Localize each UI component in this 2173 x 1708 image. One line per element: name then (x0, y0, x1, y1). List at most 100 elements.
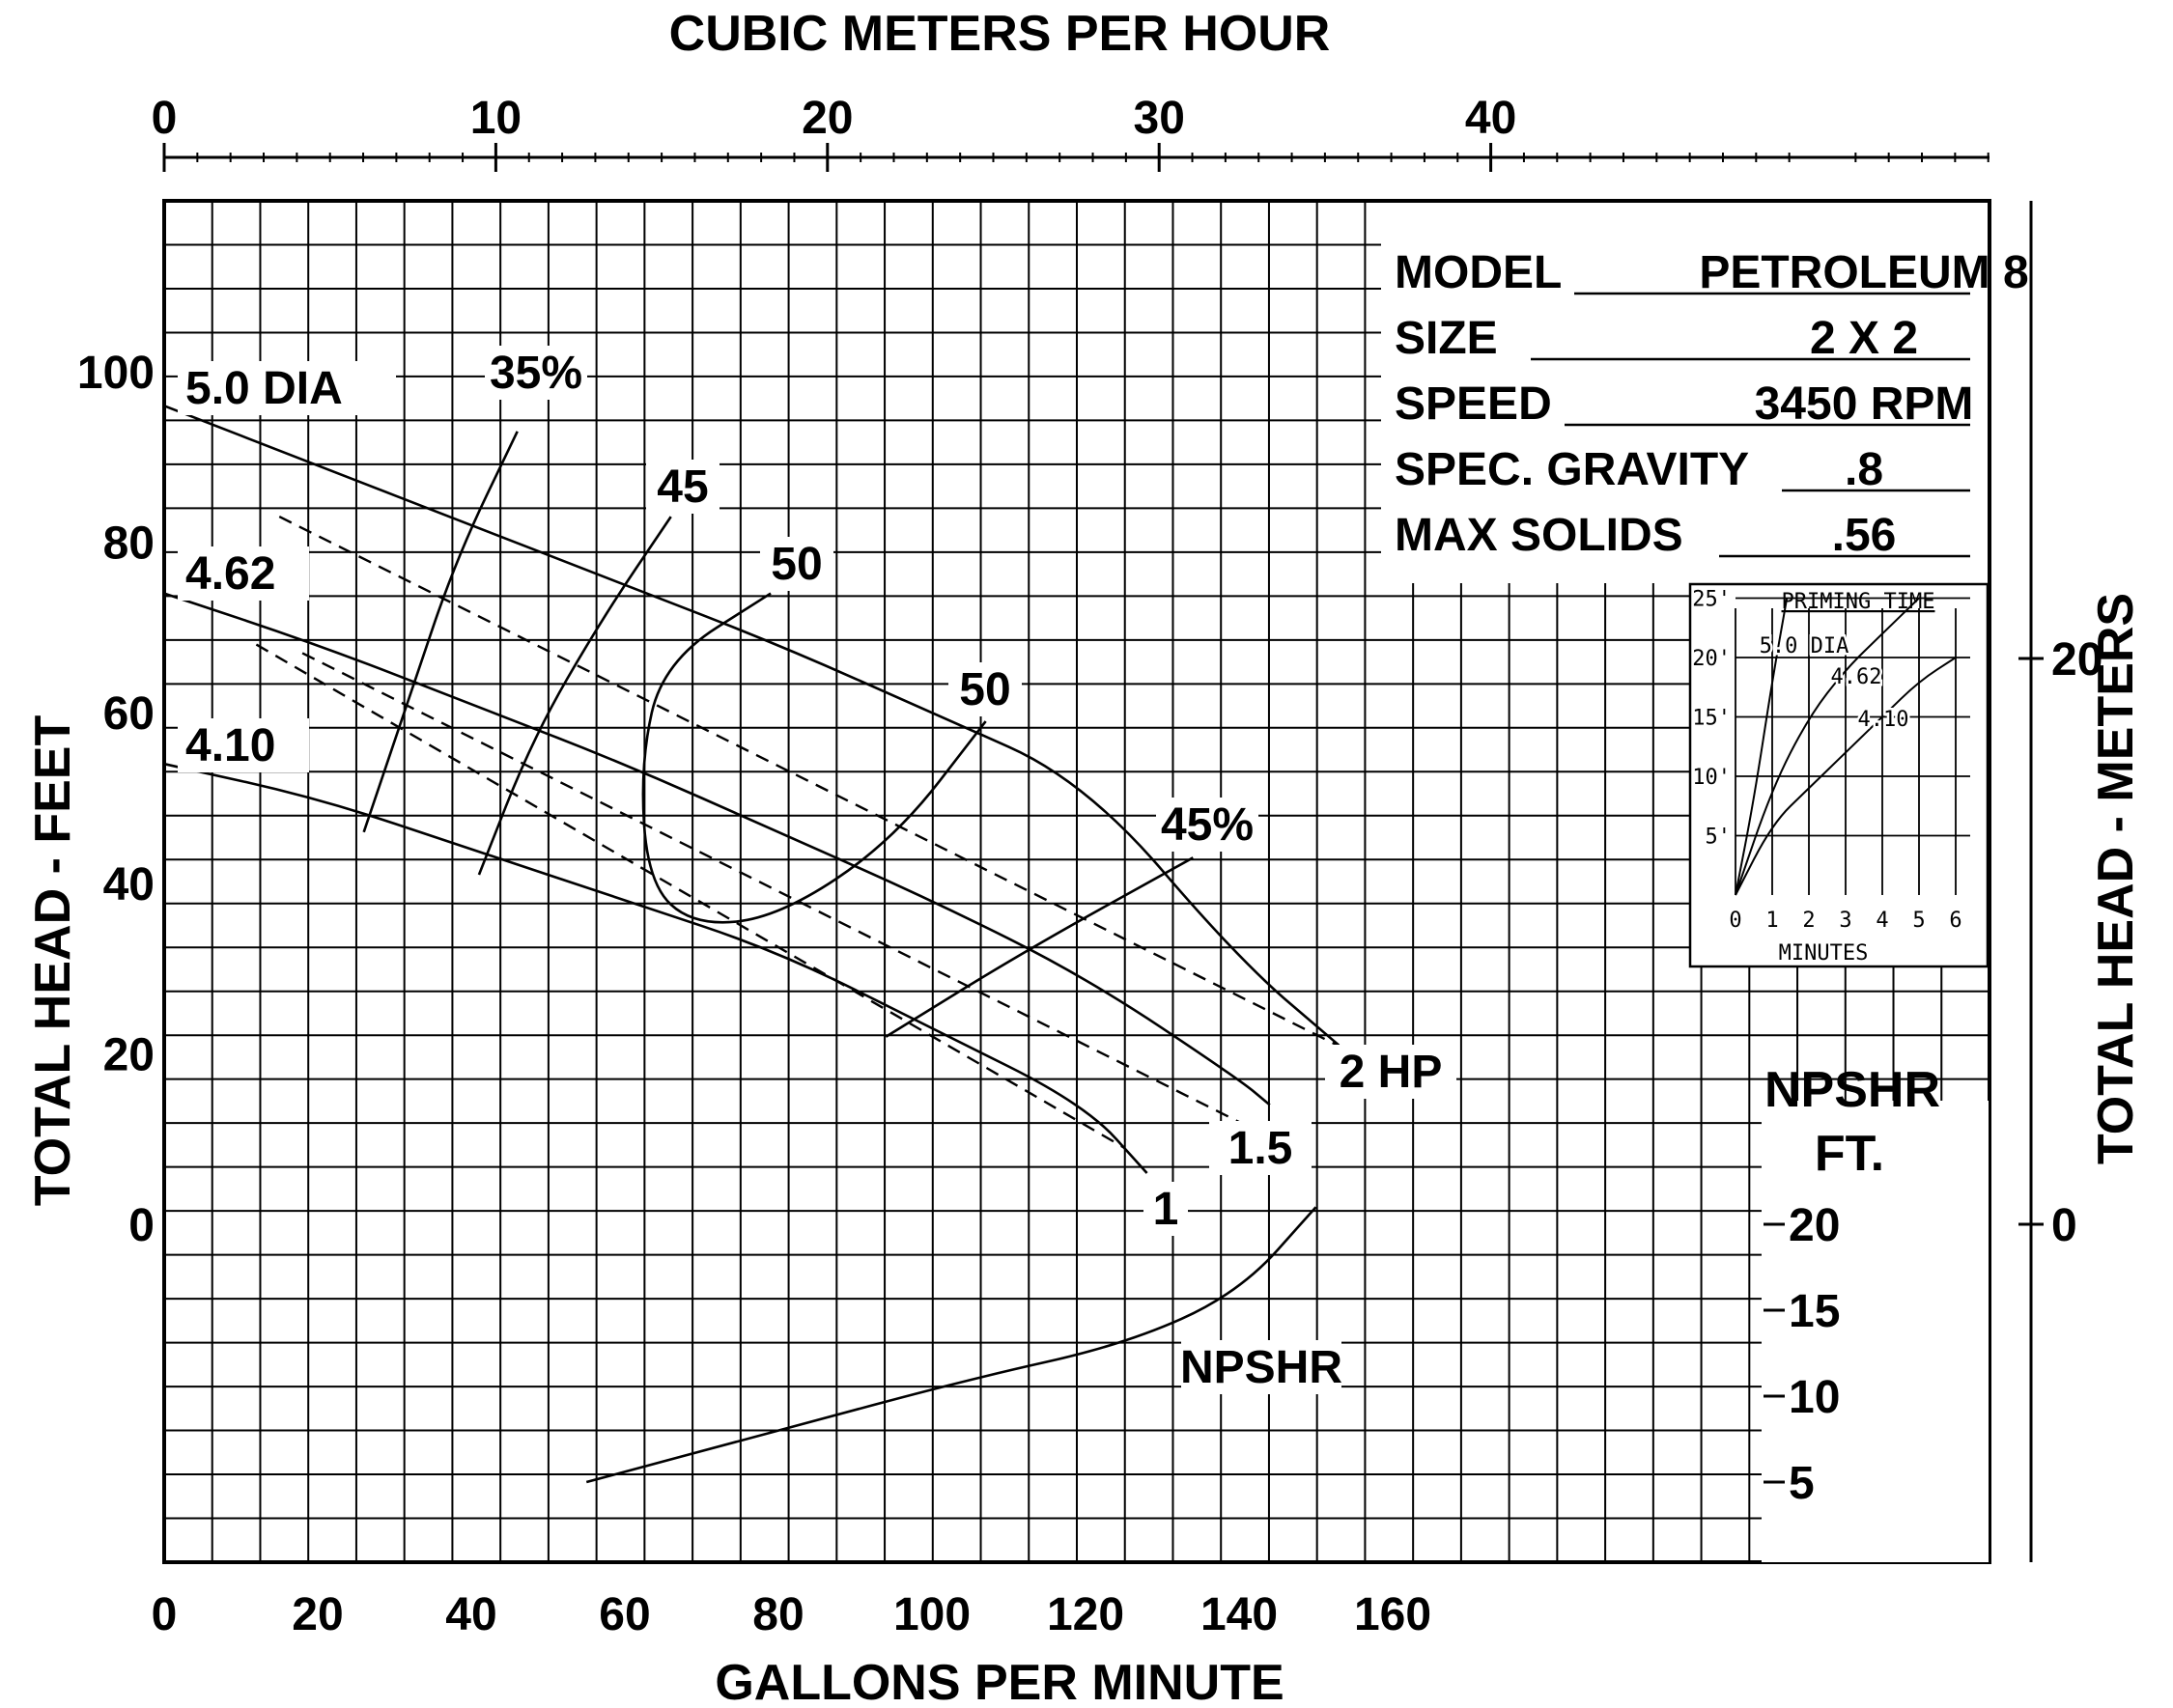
curve-label-4-10: 4.10 (185, 720, 275, 771)
left-tick-label: 60 (103, 688, 155, 740)
spec-max-solids-value: .56 (1832, 510, 1897, 561)
bottom-tick-label: 0 (152, 1589, 178, 1640)
left-tick-label: 0 (128, 1200, 155, 1251)
inset-curve-4-62 (1735, 597, 1920, 896)
right-axis-title: TOTAL HEAD - METERS (2088, 593, 2144, 1164)
bottom-tick-label: 80 (752, 1589, 804, 1640)
efficiency-curve-35 (362, 431, 519, 833)
curve-label-1: 1 (1153, 1184, 1179, 1235)
inset-curve-5-0-dia (1735, 598, 1789, 896)
curve-label-bg (1181, 1340, 1341, 1394)
head-curve-5-0-dia (163, 405, 1340, 1047)
inset-y-tick-label: 20' (1692, 647, 1731, 671)
curve-label-bg (1143, 1182, 1188, 1236)
efficiency-curve-45 (885, 856, 1194, 1038)
inset-x-tick-label: 5 (1912, 909, 1925, 933)
bottom-axis-title: GALLONS PER MINUTE (715, 1655, 1284, 1708)
left-axis-title: TOTAL HEAD - FEET (25, 715, 81, 1207)
priming-time-inset: PRIMING TIME MINUTES 0 1 2 3 4 5 6 25' 20' 15' 10'… (1688, 582, 1990, 968)
curve-label-npshr: NPSHR (1180, 1342, 1342, 1393)
curve-labels: 5.0 DIA 4.62 4.10 35% 45 50 50 45% 2 HP 1.5 1 NPSHR (178, 346, 1456, 1394)
npshr-axis-title-line1: NPSHR (1764, 1062, 1940, 1118)
inset-series-label-4-10: 4.10 (1858, 708, 1909, 732)
spec-size-label: SIZE (1395, 313, 1498, 364)
inset-x-tick-label: 2 (1802, 909, 1815, 933)
right-tick-label: 0 (2051, 1200, 2077, 1251)
bottom-tick-label: 160 (1354, 1589, 1431, 1640)
left-tick-label: 100 (77, 348, 155, 399)
curves (163, 405, 1355, 1484)
top-tick-label: 0 (152, 93, 178, 144)
head-curve-4-10 (163, 762, 1148, 1174)
inset-y-tick-label: 25' (1692, 588, 1731, 612)
spec-table: MODEL PETROLEUM 8 SIZE 2 X 2 SPEED 3450 RPMSP… (1381, 203, 2029, 583)
curve-label-4-62: 4.62 (185, 548, 275, 600)
inset-curve-4-10 (1735, 657, 1957, 896)
power-line-1 (255, 643, 1125, 1149)
top-tick-label: 40 (1465, 93, 1516, 144)
spec-spec-gravity-label: SPEC. GRAVITY (1395, 444, 1749, 495)
npshr-curve (585, 1206, 1317, 1484)
right-axis-ticks: 0 20 (2018, 634, 2102, 1251)
inset-series-label-4-62: 4.62 (1831, 665, 1882, 689)
spec-spec-gravity-value: .8 (1845, 444, 1883, 495)
curve-label-bg (178, 546, 309, 601)
left-axis-ticks: 0 20 40 60 80 100 (77, 348, 155, 1251)
spec-max-solids-label: MAX SOLIDS (1395, 510, 1683, 561)
spec-size-value: 2 X 2 (1810, 313, 1918, 364)
curve-label-bg (485, 346, 587, 400)
curve-label-bg (178, 718, 309, 772)
npshr-tick-label: 20 (1789, 1200, 1840, 1251)
spec-speed-value: 3450 RPM (1755, 378, 1974, 430)
power-line-2-hp (278, 516, 1355, 1055)
left-tick-label: 20 (103, 1029, 155, 1080)
head-curve-4-62 (163, 592, 1271, 1106)
right-tick-label: 20 (2051, 634, 2102, 686)
curve-label-bg (1209, 1121, 1312, 1175)
npshr-axis-ticks: 20 15 10 5 (1764, 1200, 1840, 1509)
curve-label-bg (646, 460, 720, 514)
bottom-tick-label: 20 (292, 1589, 343, 1640)
curve-label-50: 50 (959, 664, 1010, 715)
bottom-tick-label: 120 (1047, 1589, 1124, 1640)
bottom-axis-ticks: 0 20 40 60 80 100 120 140 160 (152, 1589, 1431, 1640)
inset-x-tick-label: 3 (1839, 909, 1851, 933)
curve-label-5-0-dia: 5.0 DIA (185, 363, 343, 414)
inset-y-tick-label: 15' (1692, 707, 1731, 731)
curve-label-bg (1325, 1045, 1456, 1099)
npshr-tick-label: 10 (1789, 1372, 1840, 1423)
left-tick-label: 40 (103, 859, 155, 910)
spec-model-value: PETROLEUM 8 (1699, 247, 2028, 298)
inset-x-tick-label: 0 (1729, 909, 1741, 933)
efficiency-curve-50 (641, 592, 987, 924)
top-tick-label: 30 (1134, 93, 1185, 144)
bottom-tick-label: 140 (1200, 1589, 1278, 1640)
inset-frame (1688, 582, 1990, 968)
inset-x-tick-label: 4 (1876, 909, 1888, 933)
curve-label-bg (948, 662, 1022, 716)
curve-label-bg (760, 537, 833, 591)
curve-label-bg (1156, 798, 1258, 852)
inset-x-tick-label: 1 (1765, 909, 1778, 933)
npshr-axis-title-line2: FT. (1815, 1126, 1884, 1182)
curve-label-45: 45 (657, 462, 708, 513)
curve-label-50: 50 (771, 539, 822, 590)
bottom-tick-label: 60 (599, 1589, 650, 1640)
top-tick-label: 20 (802, 93, 853, 144)
top-axis-title: CUBIC METERS PER HOUR (669, 6, 1331, 62)
curve-label-2-hp: 2 HP (1340, 1047, 1443, 1098)
left-tick-label: 80 (103, 518, 155, 570)
spec-speed-label: SPEED (1395, 378, 1552, 430)
inset-y-tick-label: 5' (1706, 826, 1732, 850)
inset-title: PRIMING TIME (1782, 590, 1935, 614)
efficiency-curve-45 (477, 516, 672, 876)
inset-y-tick-label: 10' (1692, 766, 1731, 790)
top-axis-ticks: 0 10 20 30 40 (152, 93, 1990, 172)
npshr-tick-label: 5 (1789, 1458, 1815, 1509)
bottom-tick-label: 100 (893, 1589, 971, 1640)
curve-label-bg (178, 361, 396, 415)
spec-model-label: MODEL (1395, 247, 1562, 298)
power-line-1-5 (301, 652, 1240, 1124)
inset-series-label-5-0-dia: 5.0 DIA (1760, 634, 1849, 658)
